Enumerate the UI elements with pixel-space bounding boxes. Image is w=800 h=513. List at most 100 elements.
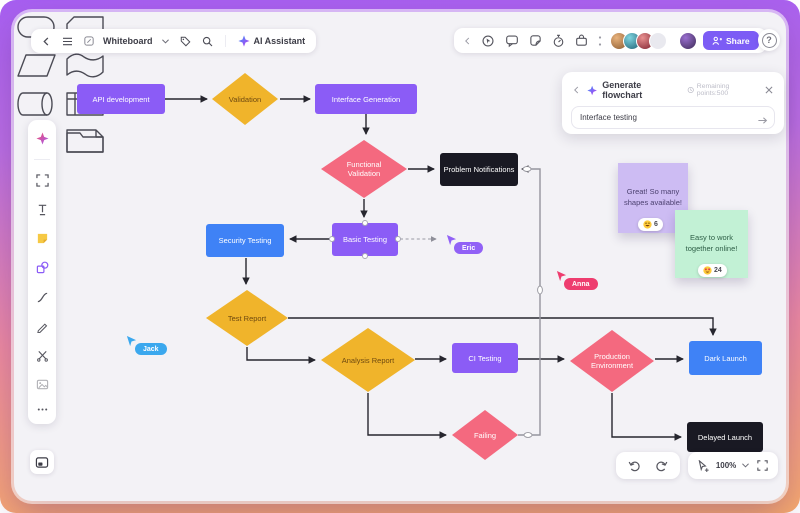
- ai-assistant-button[interactable]: AI Assistant: [236, 33, 308, 49]
- cursor-anna: Anna: [556, 269, 598, 290]
- refresh-icon: [687, 86, 695, 94]
- board-logo-icon: [82, 34, 96, 48]
- collapse-icon[interactable]: [462, 35, 473, 47]
- minimap-icon: [35, 456, 49, 468]
- history-controls: [616, 452, 680, 479]
- panel-back-icon[interactable]: [571, 84, 582, 96]
- node-label: Basic Testing: [342, 235, 388, 244]
- node-label: Production Environment: [590, 352, 634, 370]
- topbar-left: Whiteboard AI Assistant: [31, 29, 317, 53]
- selection-handle[interactable]: [395, 236, 401, 242]
- board-title[interactable]: Whiteboard: [103, 36, 153, 46]
- tag-icon[interactable]: [178, 34, 193, 49]
- node-basic-testing[interactable]: Basic Testing: [332, 223, 398, 256]
- sticky-text: Great! So many shapes available!: [624, 187, 682, 207]
- reaction-badge[interactable]: 6: [638, 218, 663, 231]
- menu-icon[interactable]: [60, 35, 75, 48]
- chevron-down-icon[interactable]: [160, 37, 171, 46]
- pen-tool-icon[interactable]: [34, 318, 51, 335]
- sticky-note-tool-icon[interactable]: [34, 230, 51, 247]
- zoom-level[interactable]: 100%: [715, 461, 737, 470]
- node-interface-generation[interactable]: Interface Generation: [315, 84, 417, 114]
- shapes-tool-icon[interactable]: [34, 259, 51, 276]
- cursor-arrow-icon: [126, 336, 137, 347]
- node-ci-testing[interactable]: CI Testing: [452, 343, 518, 373]
- reaction-count: 24: [714, 267, 722, 274]
- node-dark-launch[interactable]: Dark Launch: [689, 341, 762, 375]
- more-tools-icon[interactable]: [34, 405, 51, 414]
- image-tool-icon[interactable]: [34, 376, 51, 393]
- submit-arrow-icon[interactable]: [757, 113, 768, 131]
- back-icon[interactable]: [40, 35, 53, 48]
- node-label: CI Testing: [468, 353, 502, 363]
- node-label: API development: [92, 94, 150, 104]
- current-user-avatar[interactable]: [679, 31, 697, 50]
- node-production-environment[interactable]: Production Environment: [570, 330, 654, 392]
- node-failing[interactable]: Failing: [452, 410, 518, 460]
- selection-handle[interactable]: [362, 220, 368, 226]
- node-analysis-report[interactable]: Analysis Report: [321, 328, 415, 392]
- redo-icon[interactable]: [653, 458, 670, 474]
- node-label: Security Testing: [218, 236, 272, 245]
- node-label: Test Report: [227, 313, 267, 323]
- reaction-count: 6: [654, 221, 658, 228]
- reaction-badge[interactable]: 24: [698, 264, 727, 277]
- avatar-overflow[interactable]: [649, 31, 667, 50]
- heart-eyes-emoji-icon: [703, 266, 712, 275]
- undo-icon[interactable]: [626, 458, 643, 474]
- pointer-mode-icon[interactable]: [696, 458, 712, 474]
- node-functional-validation[interactable]: Functional Validation: [321, 140, 407, 198]
- present-icon[interactable]: [479, 32, 497, 50]
- avatar-group[interactable]: [610, 31, 667, 50]
- selection-handle[interactable]: [362, 253, 368, 259]
- selection-handle[interactable]: [329, 236, 335, 242]
- search-icon[interactable]: [200, 34, 215, 49]
- fullscreen-icon[interactable]: [755, 458, 770, 473]
- sticky-text: Easy to work together online!: [685, 233, 738, 253]
- close-icon[interactable]: [763, 84, 775, 96]
- help-button[interactable]: ?: [758, 29, 780, 51]
- zoom-caret-icon[interactable]: [740, 461, 751, 470]
- ai-assistant-label: AI Assistant: [253, 36, 306, 46]
- node-validation[interactable]: Validation: [212, 73, 278, 125]
- laughing-emoji-icon: [643, 220, 652, 229]
- node-label: Failing: [473, 430, 497, 440]
- shape-note: [66, 129, 104, 153]
- node-label: Delayed Launch: [697, 432, 753, 442]
- cursor-name: Anna: [564, 278, 598, 290]
- ai-prompt-input[interactable]: [571, 106, 775, 129]
- remaining-points: Remaining points:500: [687, 83, 758, 97]
- minimap-button[interactable]: [30, 450, 54, 474]
- node-test-report[interactable]: Test Report: [206, 290, 288, 346]
- node-label: Problem Notifications: [443, 165, 515, 174]
- help-icon: ?: [761, 32, 777, 48]
- connector-tool-icon[interactable]: [34, 289, 51, 306]
- panel-title: Generate flowchart: [602, 80, 643, 100]
- shape-parallelogram: [17, 54, 56, 77]
- scissors-tool-icon[interactable]: [34, 347, 51, 364]
- frame-tool-icon[interactable]: [34, 172, 51, 189]
- ai-tool-icon[interactable]: [34, 130, 51, 147]
- node-label: Functional Validation: [346, 160, 382, 178]
- text-tool-icon[interactable]: [34, 201, 51, 218]
- shape-cylinder: [17, 92, 47, 116]
- cursor-eric: Eric: [446, 233, 484, 254]
- cursor-arrow-icon: [446, 235, 457, 246]
- briefcase-icon[interactable]: [573, 32, 590, 49]
- node-delayed-launch[interactable]: Delayed Launch: [687, 422, 763, 452]
- node-security-testing[interactable]: Security Testing: [206, 224, 284, 257]
- app-window: API development Validation Interface Gen…: [14, 12, 786, 501]
- ai-sparkle-icon: [587, 85, 597, 95]
- share-label: Share: [726, 35, 750, 46]
- more-vertical-icon[interactable]: [596, 33, 604, 49]
- node-label: Analysis Report: [341, 355, 395, 365]
- cursor-jack: Jack: [126, 334, 167, 355]
- shape-flag: [66, 53, 104, 78]
- comment-icon[interactable]: [503, 32, 521, 50]
- share-button[interactable]: Share: [703, 31, 759, 50]
- timer-icon[interactable]: [550, 32, 567, 50]
- sticker-icon[interactable]: [527, 32, 544, 49]
- node-api-development[interactable]: API development: [77, 84, 165, 114]
- node-problem-notifications[interactable]: Problem Notifications: [440, 153, 518, 186]
- topbar-right: Share: [454, 28, 767, 53]
